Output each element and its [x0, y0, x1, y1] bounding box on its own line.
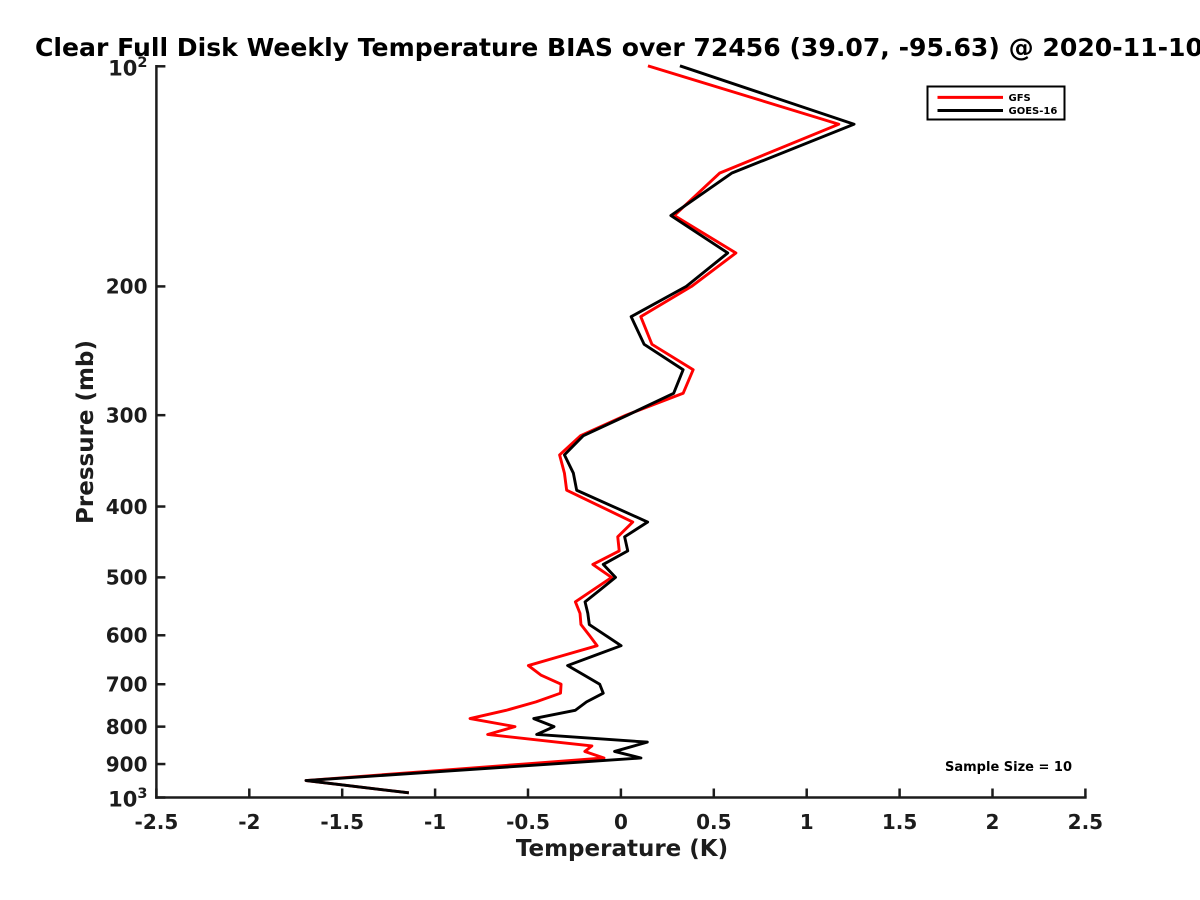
series-layer — [304, 64, 856, 795]
legend-box — [926, 85, 1066, 121]
y-tick-label: 800 — [106, 715, 148, 739]
x-tick-label: 1 — [800, 810, 814, 834]
x-tick-label: 1.5 — [882, 810, 917, 834]
y-tick-label: 200 — [106, 275, 148, 299]
x-tick-label: 0.5 — [696, 810, 731, 834]
legend: GFS GOES-16 — [926, 85, 1066, 121]
x-tick-label: -2 — [238, 810, 260, 834]
chart-title: Clear Full Disk Weekly Temperature BIAS … — [35, 33, 1200, 62]
x-tick-label: -0.5 — [506, 810, 550, 834]
x-tick-label: -1 — [424, 810, 446, 834]
x-axis-label: Temperature (K) — [516, 836, 728, 862]
y-tick-label: 700 — [106, 673, 148, 697]
y-tick-label: 102 — [108, 55, 147, 81]
sample-size-annotation: Sample Size = 10 — [945, 760, 1072, 775]
x-tick-label: 0 — [614, 810, 628, 834]
x-tick-label: 2 — [986, 810, 1000, 834]
x-tick-label: -2.5 — [135, 810, 179, 834]
series-gfs — [304, 64, 841, 795]
legend-label-goes16: GOES-16 — [1009, 106, 1058, 117]
y-axis-label: Pressure (mb) — [73, 340, 99, 524]
y-tick-label: 103 — [108, 786, 147, 812]
y-tick-label: 400 — [106, 495, 148, 519]
x-tick-label: 2.5 — [1068, 810, 1103, 834]
y-tick-label: 900 — [106, 752, 148, 776]
y-tick-label: 300 — [106, 403, 148, 427]
series-goes-16 — [304, 64, 856, 795]
y-tick-label: 600 — [106, 624, 148, 648]
axes-layer: -2.5 -2 -1.5 -1 -0.5 0 0.5 1 1.5 2 2.5 102 200 300 400… — [106, 55, 1103, 834]
x-tick-label: -1.5 — [320, 810, 364, 834]
legend-label-gfs: GFS — [1009, 93, 1031, 104]
y-tick-label: 500 — [106, 566, 148, 590]
